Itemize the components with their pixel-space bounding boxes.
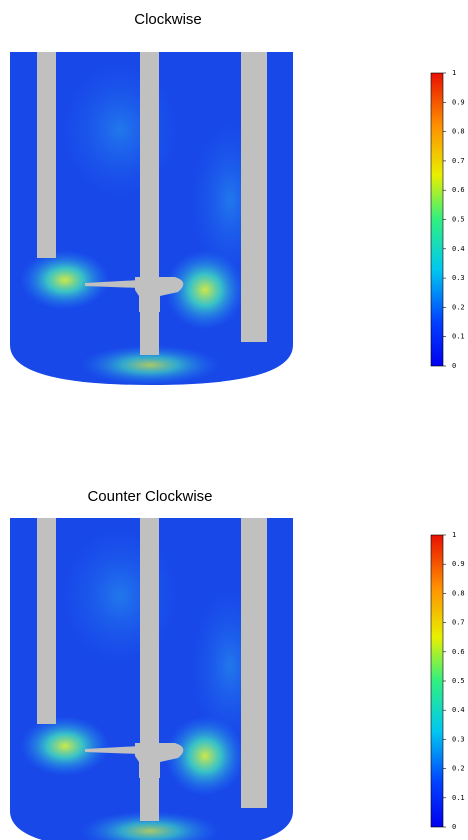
colorbar-tick-label: 0.9 xyxy=(452,560,465,568)
colorbar-tick-label: 0.7 xyxy=(452,157,465,165)
colorbar-tick-label: 0.3 xyxy=(452,735,465,743)
colorbar-tick-label: 0 xyxy=(452,362,456,370)
colorbar-tick-label: 0.7 xyxy=(452,619,465,627)
colorbar-tick-label: 0.4 xyxy=(452,706,465,714)
colorbar xyxy=(431,73,443,366)
colorbar-tick-label: 0.5 xyxy=(452,677,465,685)
colorbar-tick-label: 0 xyxy=(452,823,456,831)
colorbar-tick-label: 0.9 xyxy=(452,98,465,106)
colorbar-tick-label: 0.8 xyxy=(452,589,465,597)
colorbar-tick-label: 0.6 xyxy=(452,186,465,194)
colorbar-tick-label: 0.6 xyxy=(452,648,465,656)
colorbar-tick-label: 1 xyxy=(452,69,456,77)
colorbar-tick-label: 0.1 xyxy=(452,794,465,802)
colorbar-tick-label: 0.1 xyxy=(452,333,465,341)
colorbar xyxy=(431,535,443,827)
colorbar-tick-label: 0.2 xyxy=(452,765,465,773)
page: Clockwise Counter Clockwise 0 0.1 0.2 0.3 0.… xyxy=(0,0,468,840)
panel-title: Counter Clockwise xyxy=(87,488,212,505)
colorbar-tick-label: 0.2 xyxy=(452,303,465,311)
flow-field xyxy=(10,518,293,840)
flow-field xyxy=(10,52,293,385)
colorbar-tick-label: 0.3 xyxy=(452,274,465,282)
colorbar-tick-label: 0.8 xyxy=(452,128,465,136)
panel-title: Clockwise xyxy=(134,11,202,28)
colorbar-tick-label: 0.5 xyxy=(452,216,465,224)
colorbar-tick-label: 1 xyxy=(452,531,456,539)
figure: Clockwise Counter Clockwise 0 0.1 0.2 0.3 0.… xyxy=(0,0,468,840)
colorbar-tick-label: 0.4 xyxy=(452,245,465,253)
